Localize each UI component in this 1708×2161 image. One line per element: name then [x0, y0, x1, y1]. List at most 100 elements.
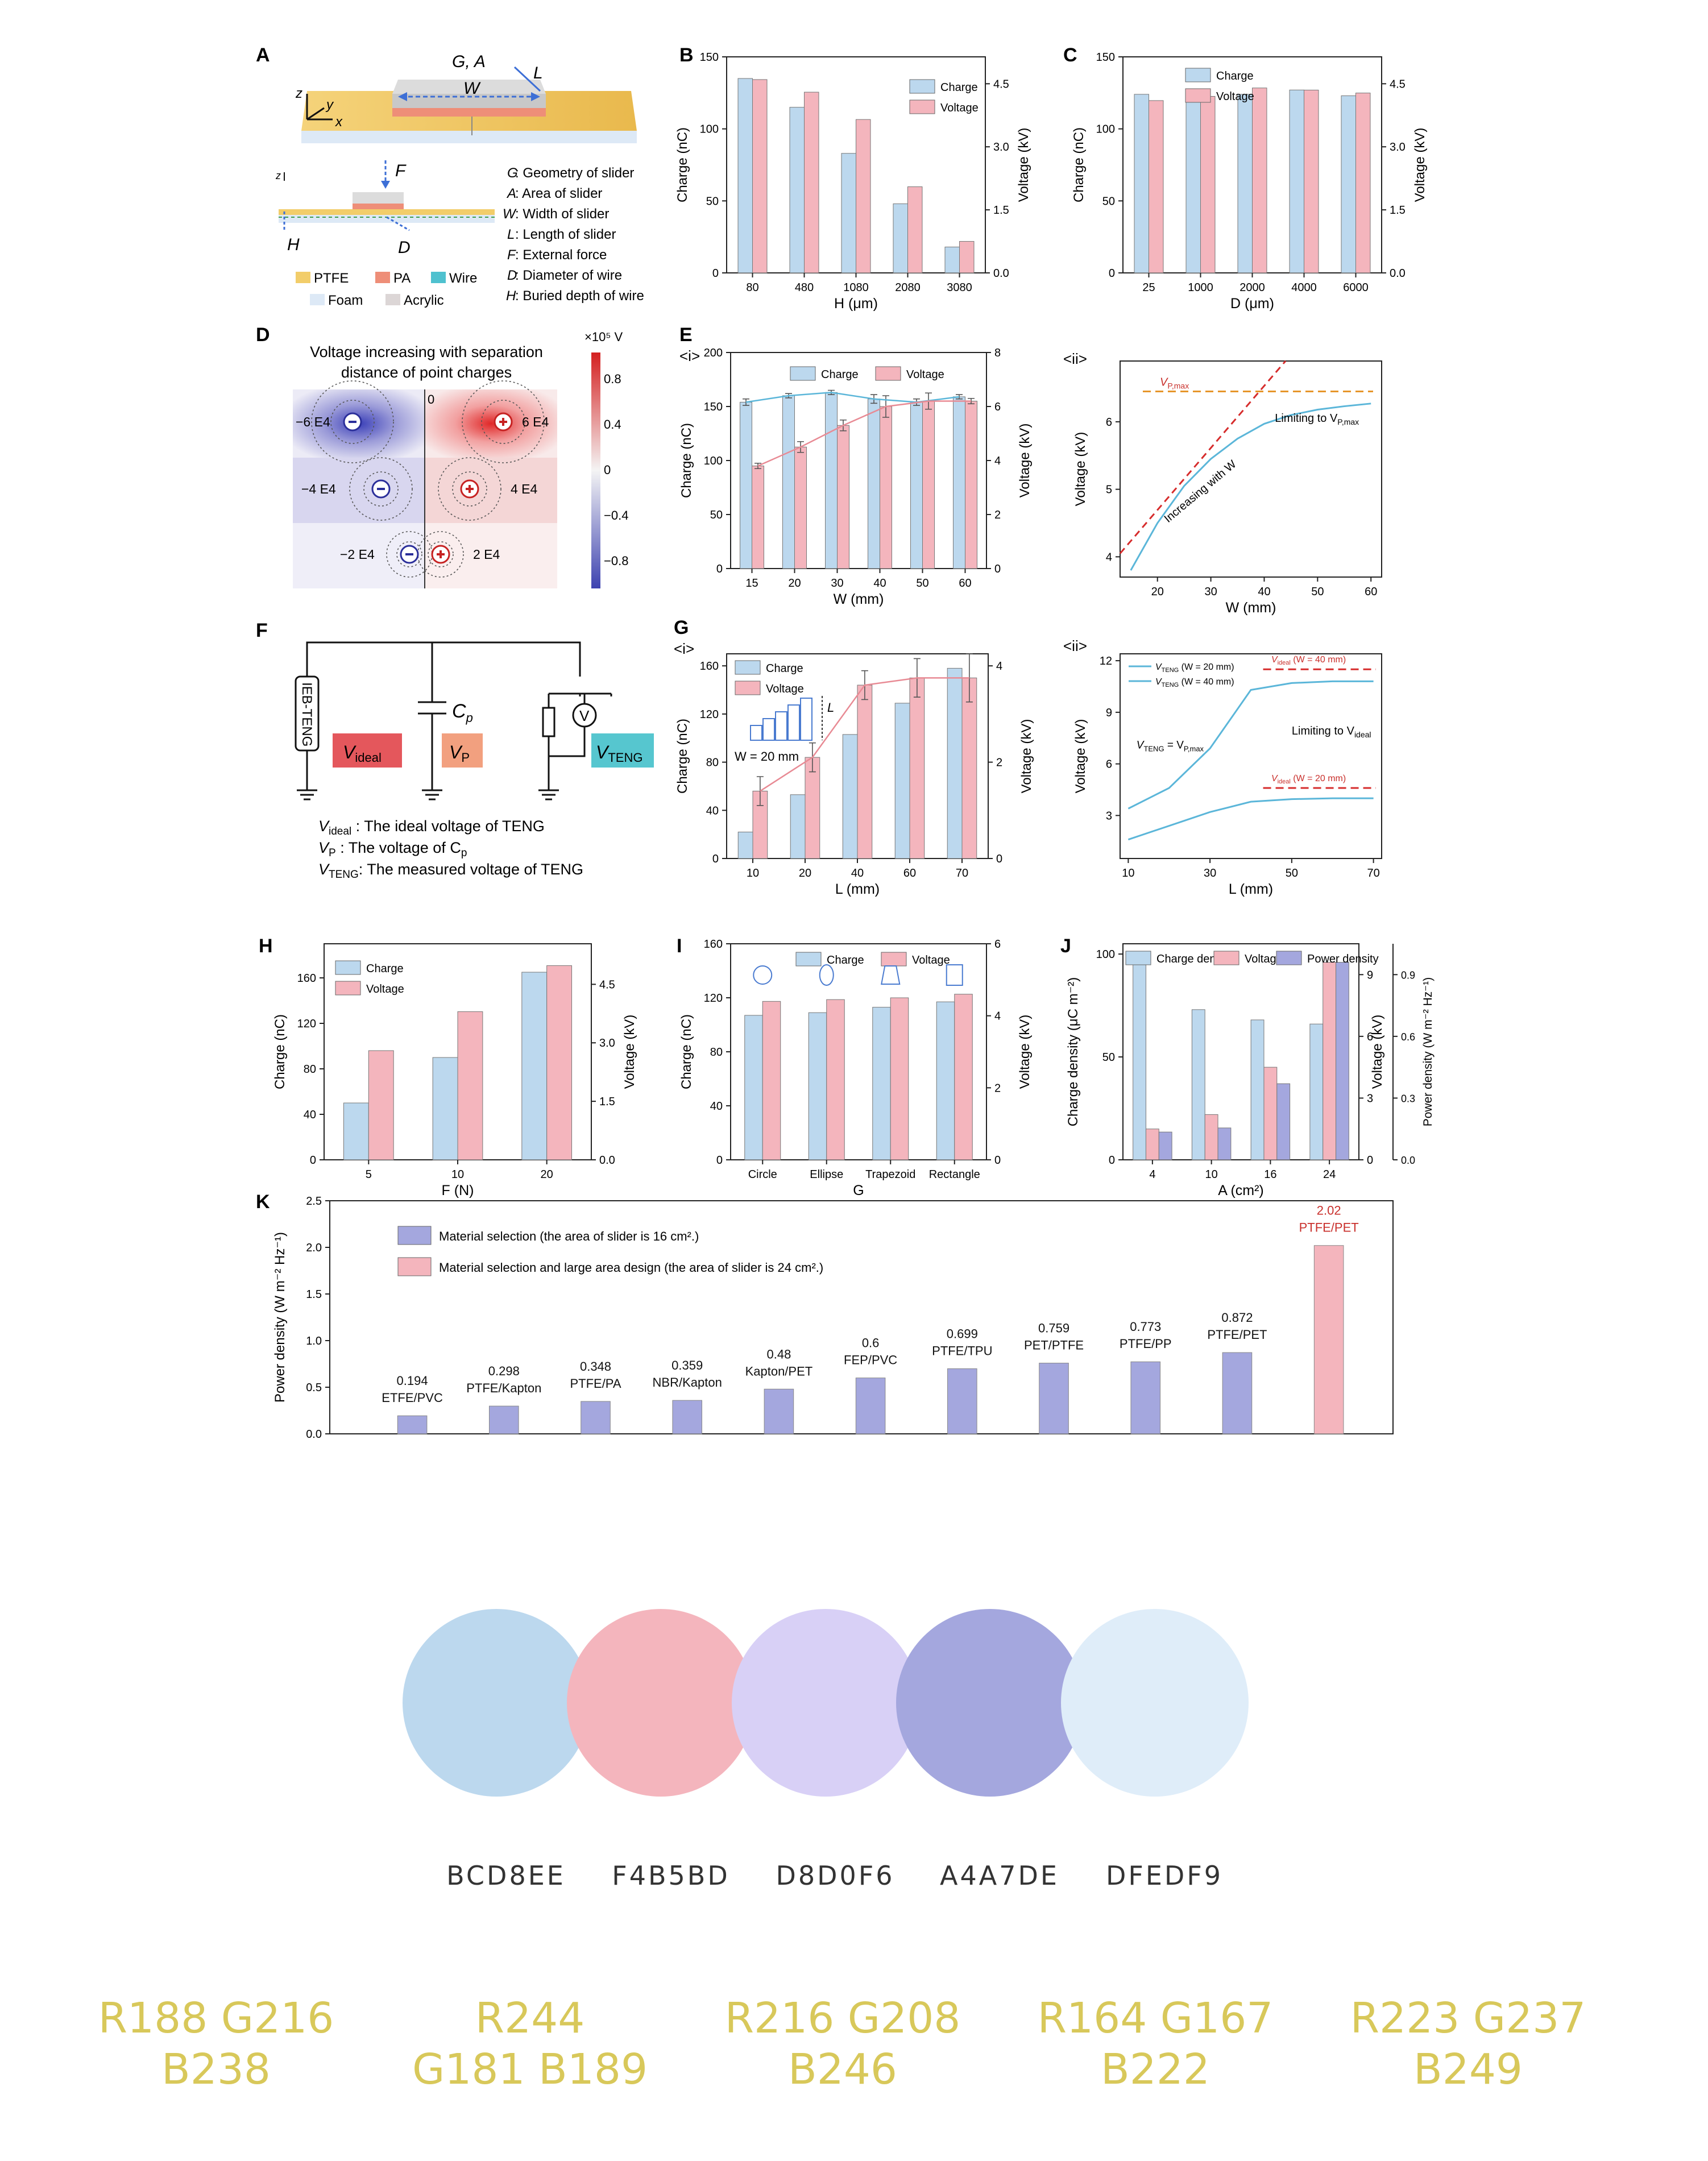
legend-swatch — [875, 366, 901, 381]
legend-sub: TENG — [1162, 682, 1179, 688]
definition-text: : Width of slider — [515, 206, 609, 222]
legend-swatch — [1185, 68, 1211, 82]
inset-slider — [775, 711, 787, 741]
device-label: IEB-TENG — [299, 682, 314, 746]
y-tick-label: 2.5 — [306, 1195, 322, 1208]
contour — [417, 531, 464, 578]
legend-swatch — [909, 99, 935, 114]
x-axis-title: F (N) — [442, 1183, 474, 1198]
panel-label: E — [679, 324, 693, 346]
ref-text: (W = 20 mm) — [1291, 774, 1346, 783]
bar — [790, 794, 806, 859]
legend-swatch — [735, 681, 761, 695]
bar — [1222, 1352, 1253, 1434]
legend-label: Power density — [1307, 953, 1379, 965]
y-tick-label: 100 — [700, 123, 719, 136]
bar — [837, 425, 849, 569]
v-p-text: VP — [449, 742, 470, 765]
note-sub: ideal — [329, 826, 351, 837]
x-tick-label: 20 — [1151, 586, 1164, 598]
value-label: 0.298 — [488, 1364, 520, 1378]
definition-symbol: D — [507, 268, 517, 283]
series-line — [1130, 403, 1371, 571]
value-label: 0.359 — [671, 1358, 703, 1372]
bar — [489, 1405, 519, 1434]
bar — [961, 677, 977, 859]
rgb-line: R188 G216 — [98, 1994, 334, 2043]
v-ideal-main: V — [343, 742, 356, 762]
contour-label: 6 E4 — [522, 414, 549, 429]
rgb-line: B246 — [787, 2045, 897, 2094]
bar — [672, 1400, 703, 1434]
limit-label: Limiting to Videal — [1292, 725, 1371, 739]
y2-tick-label: 1.5 — [599, 1096, 615, 1108]
legend-swatch — [335, 981, 361, 996]
legend-label: Voltage — [906, 368, 944, 381]
contour — [330, 400, 375, 444]
y-tick-label: 80 — [710, 1046, 723, 1059]
x-axis-title: G — [853, 1183, 864, 1198]
note-main: V — [318, 861, 330, 878]
bar — [880, 406, 892, 569]
x-tick-label: 16 — [1264, 1168, 1276, 1181]
inset-w-label: W = 20 mm — [735, 749, 799, 764]
legend-label: Charge — [940, 81, 978, 94]
y-tick-label: 50 — [710, 509, 723, 521]
bar — [1130, 1361, 1161, 1434]
chart-b: B 0 50 100 150 0.0 1.5 3.0 4.5 Charge (nC) Voltage… — [675, 44, 1031, 312]
definition-text: : Buried depth of wire — [515, 288, 644, 304]
y-tick-label: 150 — [704, 401, 723, 413]
y-tick-label: 120 — [700, 708, 719, 721]
bar — [894, 703, 910, 859]
bar — [936, 1001, 955, 1160]
y2-tick-label: 3.0 — [1390, 141, 1406, 154]
x-tick-label: 10 — [747, 867, 759, 880]
y-tick-label: 6 — [1106, 416, 1112, 429]
x-tick-label: 20 — [541, 1168, 553, 1181]
contour-label: −2 E4 — [340, 547, 375, 562]
y-tick-label: 120 — [704, 992, 723, 1005]
x-tick-label: 40 — [873, 577, 886, 590]
note-text: : The ideal voltage of TENG — [351, 818, 545, 835]
legend-swatch-ptfe — [296, 272, 310, 283]
y-tick-label: 150 — [1096, 51, 1115, 64]
bar — [762, 1001, 781, 1160]
y3-axis-title: Power density (W m⁻² Hz⁻¹) — [1421, 977, 1435, 1127]
rgb-line: R164 G167 — [1037, 1994, 1274, 2043]
legend-label: Charge — [766, 662, 803, 675]
contour — [349, 457, 413, 521]
y-tick-label: 6 — [1106, 758, 1112, 771]
y2-axis-title: Voltage (kV) — [1412, 128, 1428, 202]
y2-tick-label: 0.0 — [599, 1154, 615, 1167]
v-ideal-sub: ideal — [355, 750, 381, 765]
panel-d: D Voltage increasing with separation dis… — [256, 324, 628, 588]
foam-layer — [301, 131, 637, 143]
label-d: D — [398, 238, 411, 257]
side-axis-label: z — [275, 170, 281, 181]
bar — [737, 831, 753, 859]
x-axis-title: H (μm) — [834, 296, 878, 312]
legend-label: Charge — [821, 368, 859, 381]
chart-g2: <ii> 3 6 9 12 Voltage (kV) L (mm) 10 30 50 70 Videa… — [1063, 637, 1382, 897]
bar — [1289, 89, 1305, 273]
y-tick-label: 80 — [304, 1063, 316, 1076]
material-label: PTFE/PP — [1120, 1337, 1172, 1351]
y2-tick-label: 1.5 — [1390, 204, 1406, 217]
legend-swatch-pa — [375, 272, 390, 283]
inset-slider — [762, 718, 775, 741]
legend-label: Charge — [366, 963, 404, 975]
palette-hex: BCD8EE — [446, 1860, 566, 1891]
x-tick-label: 20 — [799, 867, 811, 880]
legend-swatch-acrylic — [385, 294, 400, 305]
y-tick-label: 5 — [1106, 484, 1112, 496]
bar — [953, 396, 965, 569]
chart-h: H 0 40 80 120 160 0.0 1.5 3.0 4.5 Charge (nC) Volta… — [259, 935, 637, 1198]
bar — [752, 79, 768, 273]
panel-label: B — [679, 44, 694, 66]
x-tick-label: 80 — [746, 281, 758, 294]
definition-text: : Geometry of slider — [515, 165, 634, 181]
v-teng-text: VTENG — [596, 742, 642, 765]
v-teng-main: V — [596, 742, 610, 762]
x-tick-label: 5 — [366, 1168, 372, 1181]
y2-tick-label: 0 — [996, 853, 1002, 865]
